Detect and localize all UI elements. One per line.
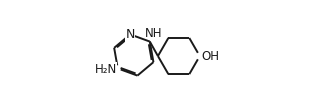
Text: H₂N: H₂N <box>94 63 117 76</box>
Text: NH: NH <box>145 27 162 40</box>
Text: N: N <box>126 28 135 41</box>
Text: OH: OH <box>201 50 219 63</box>
